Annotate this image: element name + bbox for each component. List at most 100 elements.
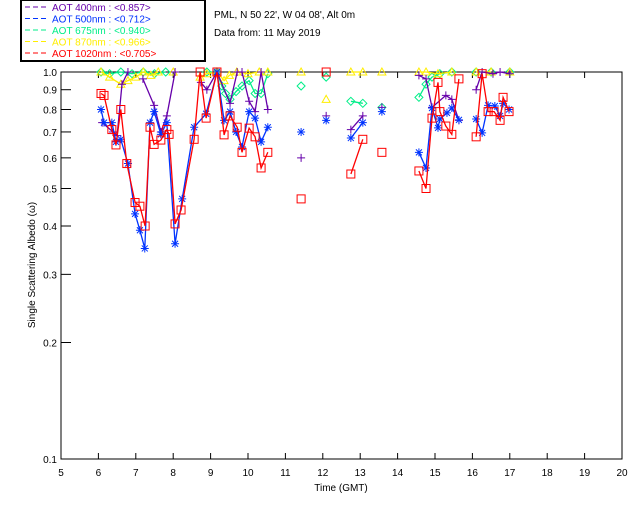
point-plus bbox=[447, 95, 456, 104]
point-square bbox=[162, 125, 172, 135]
date-label: Data from: 11 May 2019 bbox=[214, 28, 321, 39]
point-star bbox=[490, 101, 499, 110]
point-star bbox=[238, 143, 247, 152]
point-diamond bbox=[447, 67, 457, 77]
point-star bbox=[220, 116, 229, 125]
series-0 bbox=[98, 68, 514, 162]
point-triangle bbox=[145, 70, 156, 79]
point-star bbox=[232, 127, 241, 136]
legend: AOT 400nm : <0.857>AOT 500nm : <0.712>AO… bbox=[25, 3, 156, 60]
point-star bbox=[484, 101, 493, 110]
point-square bbox=[377, 147, 387, 157]
point-triangle bbox=[219, 75, 229, 85]
series-layer bbox=[96, 66, 515, 253]
legend-entry: AOT 400nm : <0.857> bbox=[52, 3, 151, 14]
point-star bbox=[346, 134, 355, 143]
point-star bbox=[263, 123, 272, 132]
point-square bbox=[232, 122, 242, 132]
point-square bbox=[441, 121, 451, 131]
point-star bbox=[100, 118, 109, 127]
point-star bbox=[245, 107, 254, 116]
point-plus bbox=[202, 85, 211, 94]
point-square bbox=[263, 147, 273, 157]
point-star bbox=[190, 123, 199, 132]
x-tick-label: 16 bbox=[467, 468, 479, 479]
y-tick-label: 0.5 bbox=[43, 184, 57, 195]
x-tick-label: 7 bbox=[133, 468, 139, 479]
point-square bbox=[421, 183, 431, 193]
point-square bbox=[433, 77, 443, 87]
point-square bbox=[454, 74, 464, 84]
point-square bbox=[170, 219, 180, 229]
x-tick-label: 15 bbox=[429, 468, 441, 479]
point-square bbox=[140, 221, 150, 231]
x-tick-label: 14 bbox=[392, 468, 404, 479]
point-square bbox=[225, 111, 235, 121]
point-diamond bbox=[220, 88, 231, 99]
x-tick-label: 9 bbox=[208, 468, 214, 479]
point-triangle bbox=[321, 94, 332, 103]
point-square bbox=[156, 135, 166, 145]
point-diamond bbox=[435, 68, 445, 79]
point-triangle bbox=[224, 70, 235, 79]
point-star bbox=[428, 104, 437, 113]
point-star bbox=[422, 163, 431, 172]
point-star bbox=[116, 135, 125, 144]
point-star bbox=[251, 114, 260, 123]
point-square bbox=[111, 140, 121, 150]
point-triangle bbox=[262, 66, 273, 76]
point-star bbox=[156, 130, 165, 139]
point-square bbox=[477, 69, 487, 79]
series-line bbox=[100, 71, 510, 227]
point-square bbox=[189, 134, 199, 144]
point-square bbox=[346, 169, 356, 179]
point-square bbox=[321, 67, 331, 77]
point-plus bbox=[472, 85, 481, 94]
point-square bbox=[447, 129, 457, 139]
point-square bbox=[135, 201, 145, 211]
point-square bbox=[145, 122, 155, 132]
point-square bbox=[122, 159, 132, 169]
x-tick-label: 13 bbox=[355, 468, 367, 479]
point-diamond bbox=[346, 96, 356, 107]
x-tick-label: 6 bbox=[96, 468, 102, 479]
point-square bbox=[250, 132, 260, 142]
point-square bbox=[176, 205, 186, 215]
point-plus bbox=[117, 80, 126, 89]
point-star bbox=[257, 137, 266, 146]
point-star bbox=[442, 108, 451, 117]
point-star bbox=[447, 104, 456, 113]
x-tick-label: 10 bbox=[242, 468, 254, 479]
point-triangle bbox=[96, 66, 106, 76]
point-star bbox=[178, 194, 187, 203]
point-star bbox=[140, 244, 149, 253]
point-square bbox=[504, 107, 514, 117]
point-diamond bbox=[414, 92, 424, 103]
point-square bbox=[256, 163, 266, 173]
y-tick-label: 0.2 bbox=[43, 339, 57, 350]
y-tick-label: 0.1 bbox=[43, 455, 57, 466]
point-plus bbox=[162, 111, 171, 120]
x-tick-label: 17 bbox=[504, 468, 516, 479]
point-square bbox=[471, 132, 481, 142]
point-plus bbox=[422, 74, 431, 83]
point-plus bbox=[505, 69, 514, 78]
point-plus bbox=[257, 68, 266, 76]
point-diamond bbox=[96, 67, 106, 77]
point-triangle bbox=[153, 66, 164, 76]
point-star bbox=[97, 105, 106, 114]
series-line bbox=[100, 71, 510, 249]
point-plus bbox=[171, 68, 180, 76]
x-axis-label: Time (GMT) bbox=[314, 483, 368, 494]
legend-entry: AOT 1020nm : <0.705> bbox=[52, 49, 156, 60]
point-plus bbox=[263, 105, 272, 114]
point-square bbox=[107, 125, 117, 135]
point-square bbox=[164, 129, 174, 139]
point-square bbox=[212, 67, 222, 77]
y-tick-label: 1.0 bbox=[43, 68, 57, 79]
point-square bbox=[358, 134, 368, 144]
point-star bbox=[146, 118, 155, 127]
point-star bbox=[472, 115, 481, 124]
point-star bbox=[478, 128, 487, 137]
